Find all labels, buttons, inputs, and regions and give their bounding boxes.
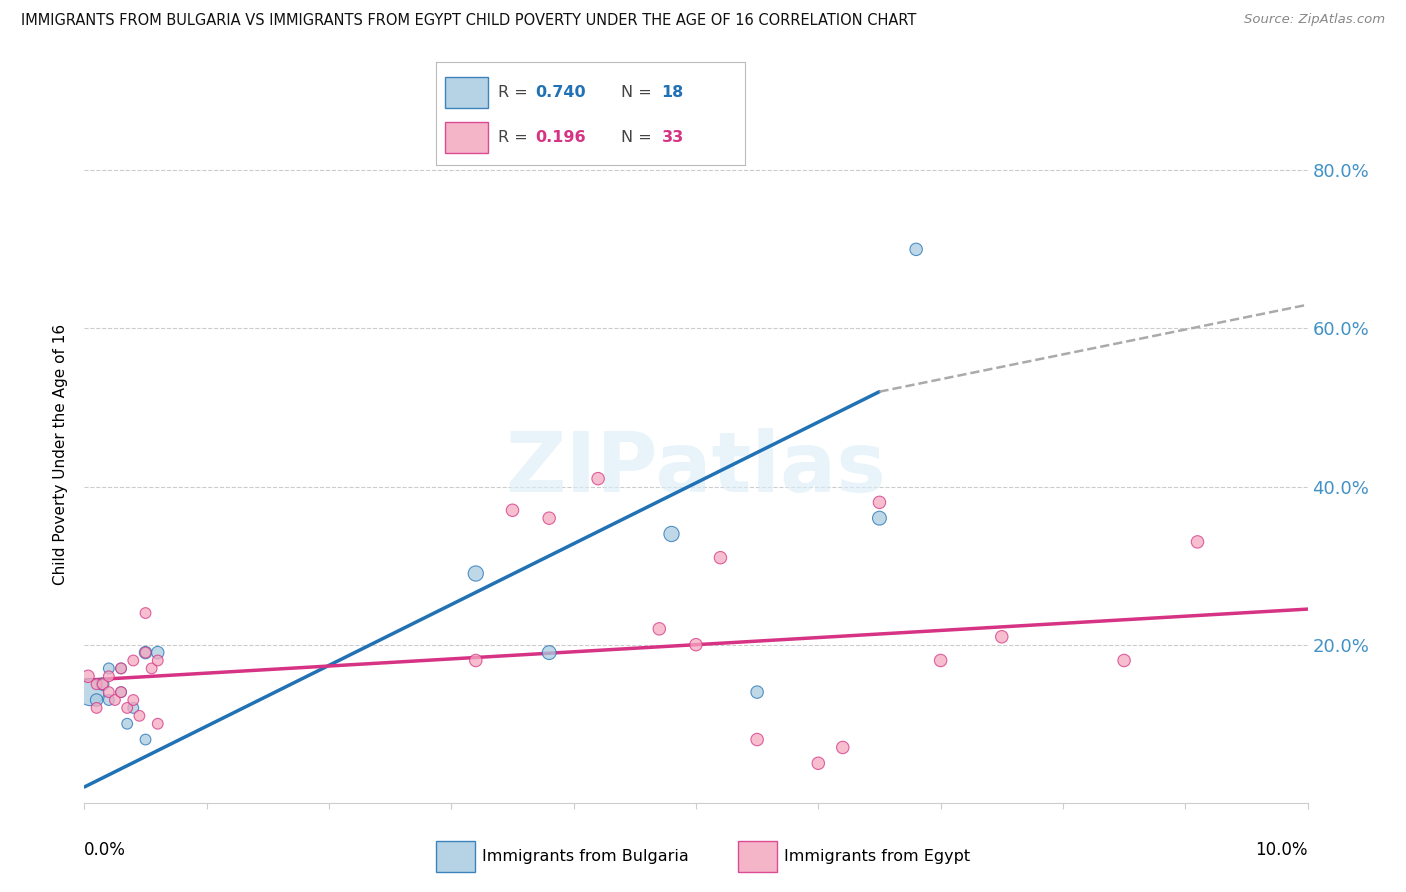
Text: 33: 33 (662, 130, 683, 145)
Point (97, 669, 120, 683)
Text: N =: N = (621, 85, 658, 100)
Point (110, 661, 132, 675)
Point (538, 646, 561, 660)
Point (122, 653, 145, 667)
Point (115, 701, 138, 715)
Point (135, 606, 157, 620)
Bar (446, 122, 488, 153)
Text: 0.740: 0.740 (534, 85, 585, 100)
Point (1187, 534, 1209, 549)
Point (648, 622, 671, 636)
Point (110, 661, 132, 675)
Point (79, 685, 101, 699)
Text: R =: R = (498, 85, 533, 100)
Point (110, 685, 132, 699)
Point (146, 653, 169, 667)
Point (1114, 653, 1136, 667)
Point (807, 756, 830, 771)
Text: 18: 18 (662, 85, 683, 100)
Point (869, 511, 891, 525)
Bar (738, 840, 778, 872)
Point (747, 685, 769, 699)
Bar (436, 840, 475, 872)
Point (146, 716, 169, 731)
Point (110, 685, 132, 699)
Point (464, 566, 486, 581)
Point (869, 495, 891, 509)
Point (538, 511, 561, 525)
Point (502, 503, 524, 517)
Point (91, 677, 114, 691)
Point (122, 701, 145, 715)
Point (464, 653, 486, 667)
Text: 0.0%: 0.0% (84, 841, 127, 859)
Point (991, 630, 1014, 644)
Point (97, 661, 120, 675)
Bar (446, 77, 488, 108)
Text: 0.196: 0.196 (534, 130, 585, 145)
Point (97, 693, 120, 707)
Text: IMMIGRANTS FROM BULGARIA VS IMMIGRANTS FROM EGYPT CHILD POVERTY UNDER THE AGE OF: IMMIGRANTS FROM BULGARIA VS IMMIGRANTS F… (21, 13, 917, 29)
Point (86, 693, 108, 707)
Text: ZIPatlas: ZIPatlas (506, 428, 886, 509)
Text: Source: ZipAtlas.com: Source: ZipAtlas.com (1244, 13, 1385, 27)
Point (831, 740, 853, 755)
Point (905, 243, 928, 257)
Y-axis label: Child Poverty Under the Age of 16: Child Poverty Under the Age of 16 (53, 325, 69, 585)
Point (104, 693, 127, 707)
Point (135, 646, 157, 660)
Point (86, 701, 108, 715)
Point (685, 638, 707, 652)
Text: 10.0%: 10.0% (1256, 841, 1308, 859)
Point (115, 716, 138, 731)
Text: N =: N = (621, 130, 658, 145)
Point (586, 472, 609, 486)
Point (135, 732, 157, 747)
Point (929, 653, 952, 667)
Point (86, 677, 108, 691)
Point (709, 550, 731, 565)
Point (747, 732, 769, 747)
Point (77, 669, 100, 683)
Point (141, 661, 163, 675)
Text: Immigrants from Egypt: Immigrants from Egypt (785, 849, 970, 863)
Point (91, 677, 114, 691)
Point (122, 693, 145, 707)
Point (97, 685, 120, 699)
Point (135, 646, 157, 660)
Point (661, 527, 683, 541)
Point (128, 708, 150, 723)
Point (146, 646, 169, 660)
Text: Immigrants from Bulgaria: Immigrants from Bulgaria (481, 849, 689, 863)
Text: R =: R = (498, 130, 533, 145)
